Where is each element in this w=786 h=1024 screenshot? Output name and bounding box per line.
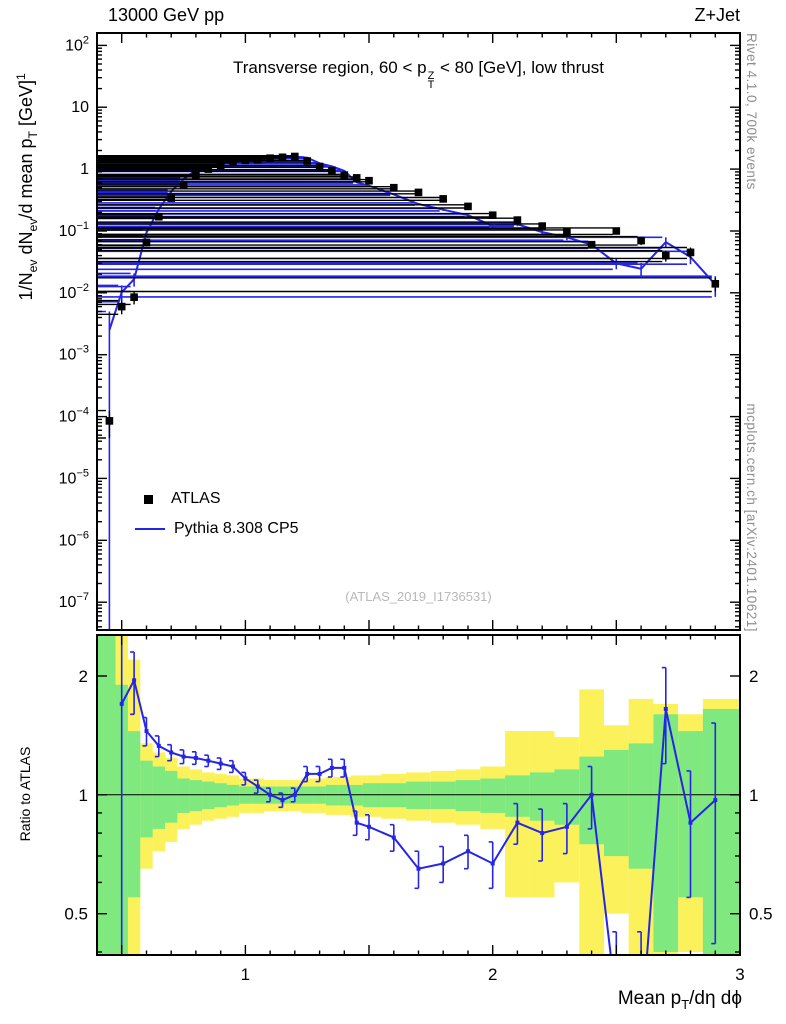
svg-text:1: 1 (241, 965, 250, 984)
svg-text:10−7: 10−7 (59, 591, 89, 611)
svg-text:0.5: 0.5 (64, 905, 88, 924)
pythia-line-marker-icon (135, 528, 165, 530)
svg-text:1: 1 (749, 786, 758, 805)
legend-label-pythia: Pythia 8.308 CP5 (174, 520, 299, 537)
process-label: Z+Jet (694, 5, 740, 25)
mcplots-arxiv-note: mcplots.cern.ch [arXiv:2401.10621] (744, 403, 759, 632)
analysis-watermark: (ATLAS_2019_I1736531) (345, 589, 492, 604)
svg-text:10−3: 10−3 (59, 344, 89, 364)
svg-text:2: 2 (749, 667, 758, 686)
svg-text:0.5: 0.5 (749, 905, 773, 924)
svg-text:10−5: 10−5 (59, 467, 89, 487)
plot-title-prefix: Transverse region, 60 < p (233, 58, 427, 77)
svg-text:1: 1 (80, 161, 89, 178)
legend-item-atlas: ATLAS (138, 484, 299, 514)
svg-text:10−2: 10−2 (59, 282, 89, 302)
legend-label-atlas: ATLAS (171, 490, 221, 507)
svg-text:1: 1 (79, 786, 88, 805)
ratio-axis-label: Ratio to ATLAS (17, 746, 33, 842)
svg-text:10−6: 10−6 (59, 529, 89, 549)
beam-energy-label: 13000 GeV pp (108, 5, 225, 25)
svg-text:2: 2 (79, 667, 88, 686)
svg-text:10: 10 (71, 99, 89, 116)
svg-text:2: 2 (488, 965, 497, 984)
svg-text:102: 102 (65, 34, 89, 54)
svg-text:10−4: 10−4 (59, 406, 89, 426)
atlas-square-marker-icon (144, 494, 153, 504)
y-axis-label: 1/Nev dNev/d mean pT [GeV]1 (14, 73, 40, 301)
rivet-version-note: Rivet 4.1.0, 700k events (744, 33, 759, 190)
legend: ATLAS Pythia 8.308 CP5 (135, 484, 299, 544)
x-axis-label: Mean pT/dη dϕ (617, 988, 742, 1012)
legend-item-pythia: Pythia 8.308 CP5 (135, 514, 299, 544)
svg-text:10−1: 10−1 (59, 220, 89, 240)
plot-title-suffix: < 80 [GeV], low thrust (435, 58, 604, 77)
svg-text:3: 3 (735, 965, 744, 984)
